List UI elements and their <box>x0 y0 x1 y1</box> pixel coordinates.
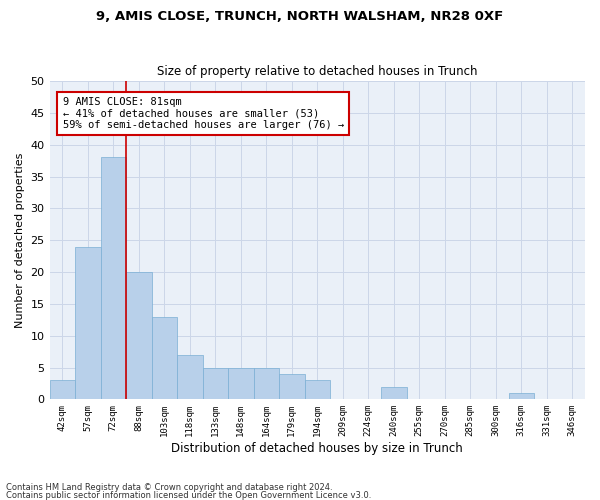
Bar <box>254 368 279 400</box>
Bar <box>509 393 534 400</box>
Bar <box>75 246 101 400</box>
Bar <box>279 374 305 400</box>
X-axis label: Distribution of detached houses by size in Trunch: Distribution of detached houses by size … <box>172 442 463 455</box>
Bar <box>101 158 126 400</box>
Y-axis label: Number of detached properties: Number of detached properties <box>15 152 25 328</box>
Text: Contains HM Land Registry data © Crown copyright and database right 2024.: Contains HM Land Registry data © Crown c… <box>6 484 332 492</box>
Bar <box>228 368 254 400</box>
Bar <box>152 316 177 400</box>
Bar <box>305 380 330 400</box>
Text: Contains public sector information licensed under the Open Government Licence v3: Contains public sector information licen… <box>6 490 371 500</box>
Bar <box>381 386 407 400</box>
Title: Size of property relative to detached houses in Trunch: Size of property relative to detached ho… <box>157 66 478 78</box>
Bar <box>203 368 228 400</box>
Bar <box>177 355 203 400</box>
Text: 9, AMIS CLOSE, TRUNCH, NORTH WALSHAM, NR28 0XF: 9, AMIS CLOSE, TRUNCH, NORTH WALSHAM, NR… <box>97 10 503 23</box>
Text: 9 AMIS CLOSE: 81sqm
← 41% of detached houses are smaller (53)
59% of semi-detach: 9 AMIS CLOSE: 81sqm ← 41% of detached ho… <box>62 97 344 130</box>
Bar <box>50 380 75 400</box>
Bar <box>126 272 152 400</box>
